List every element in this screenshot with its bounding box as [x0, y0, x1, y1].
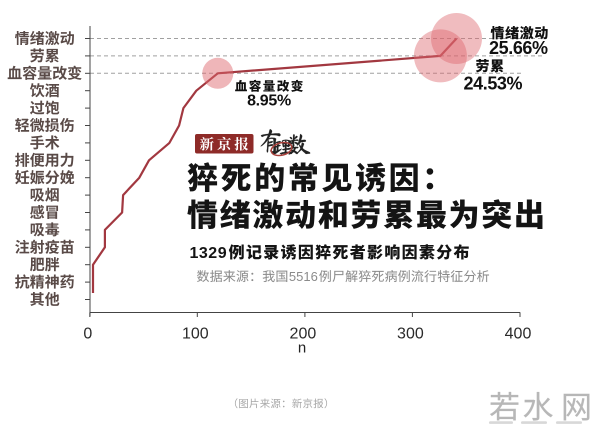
svg-text:0: 0 — [83, 326, 92, 343]
svg-text:100: 100 — [182, 326, 209, 343]
svg-text:200: 200 — [290, 326, 317, 343]
svg-text:300: 300 — [397, 326, 424, 343]
svg-text:1329: 1329 — [190, 245, 228, 262]
svg-text:25.66%: 25.66% — [489, 38, 548, 58]
svg-text:8.95%: 8.95% — [247, 93, 291, 110]
svg-text:24.53%: 24.53% — [464, 74, 523, 94]
svg-text:n: n — [298, 340, 306, 357]
svg-text:400: 400 — [505, 326, 532, 343]
svg-text:5516: 5516 — [289, 269, 318, 284]
